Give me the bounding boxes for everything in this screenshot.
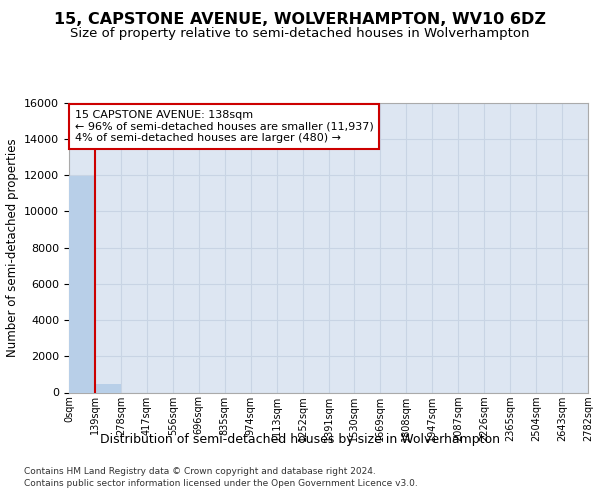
Text: Size of property relative to semi-detached houses in Wolverhampton: Size of property relative to semi-detach…: [70, 28, 530, 40]
Y-axis label: Number of semi-detached properties: Number of semi-detached properties: [5, 138, 19, 357]
Text: Distribution of semi-detached houses by size in Wolverhampton: Distribution of semi-detached houses by …: [100, 432, 500, 446]
Text: Contains HM Land Registry data © Crown copyright and database right 2024.: Contains HM Land Registry data © Crown c…: [24, 468, 376, 476]
Text: 15 CAPSTONE AVENUE: 138sqm
← 96% of semi-detached houses are smaller (11,937)
4%: 15 CAPSTONE AVENUE: 138sqm ← 96% of semi…: [74, 110, 373, 143]
Text: Contains public sector information licensed under the Open Government Licence v3: Contains public sector information licen…: [24, 479, 418, 488]
Text: 15, CAPSTONE AVENUE, WOLVERHAMPTON, WV10 6DZ: 15, CAPSTONE AVENUE, WOLVERHAMPTON, WV10…: [54, 12, 546, 28]
Bar: [69, 176, 95, 392]
Bar: [95, 384, 121, 392]
